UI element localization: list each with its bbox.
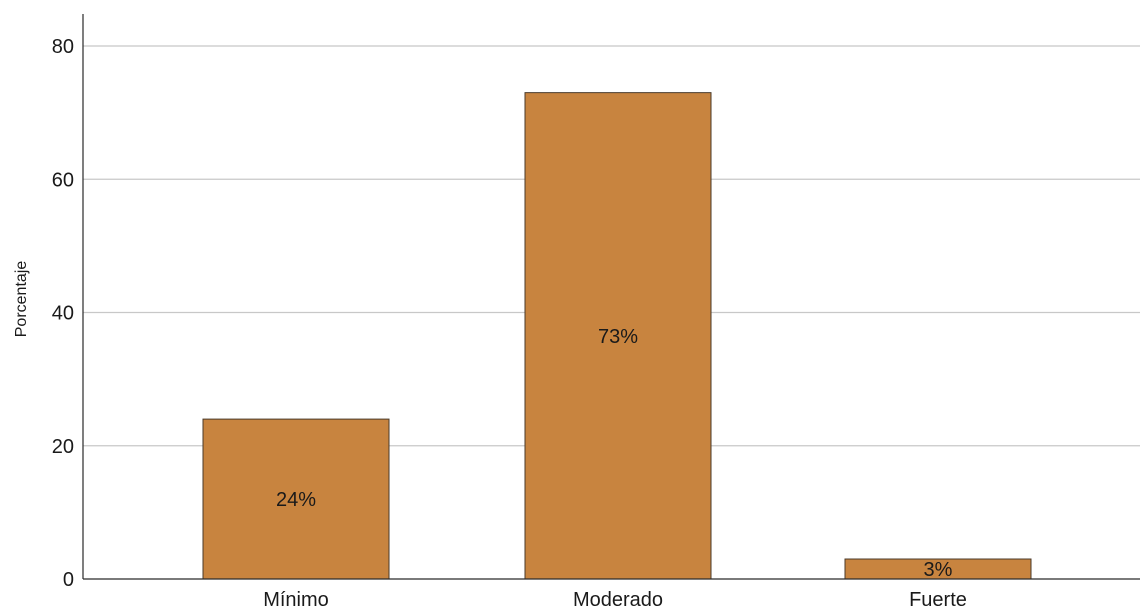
y-tick-label-40: 40 bbox=[52, 303, 74, 325]
y-tick-label-80: 80 bbox=[52, 36, 74, 58]
bar-1 bbox=[202, 418, 390, 580]
x-category-label-2: Moderado bbox=[573, 589, 663, 609]
data-label-1: 24% bbox=[276, 489, 316, 511]
x-category-label-3: Fuerte bbox=[909, 589, 967, 609]
data-label-3: 3% bbox=[924, 559, 953, 581]
x-category-labels: Mínimo Moderado Fuerte bbox=[263, 589, 967, 609]
y-tick-label-60: 60 bbox=[52, 169, 74, 191]
axes bbox=[82, 14, 1140, 580]
y-tick-labels: 0 20 40 60 80 bbox=[52, 36, 74, 591]
data-labels: 24% 73% 3% bbox=[276, 326, 953, 581]
y-axis-title: Porcentaje bbox=[13, 261, 30, 338]
x-category-label-1: Mínimo bbox=[263, 589, 329, 609]
y-tick-label-0: 0 bbox=[63, 569, 74, 591]
y-tick-label-20: 20 bbox=[52, 436, 74, 458]
data-label-2: 73% bbox=[598, 326, 638, 348]
